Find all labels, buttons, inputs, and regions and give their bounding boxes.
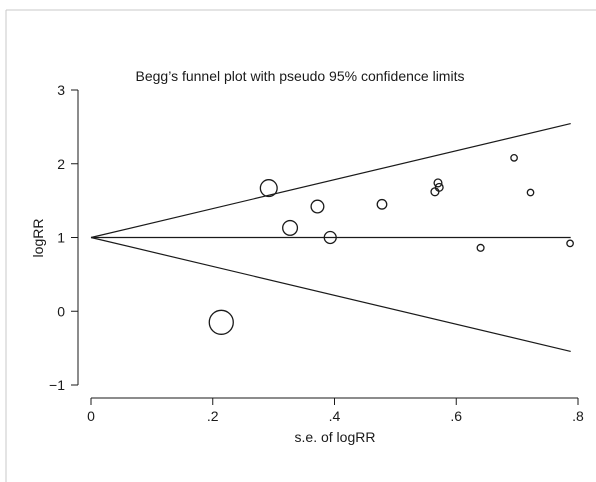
study-points bbox=[208, 154, 574, 335]
y-tick-label: −1 bbox=[49, 377, 65, 393]
x-tick-label: .6 bbox=[450, 408, 462, 424]
study-point bbox=[526, 188, 535, 197]
y-tick-label: 2 bbox=[57, 156, 65, 172]
study-point bbox=[566, 239, 574, 248]
x-tick-label: .4 bbox=[329, 408, 341, 424]
y-tick-label: 3 bbox=[57, 82, 65, 98]
y-axis-label: logRR bbox=[30, 219, 46, 258]
study-point bbox=[208, 309, 234, 335]
confidence-lines bbox=[90, 123, 571, 352]
upper-confidence-limit-line bbox=[90, 123, 571, 239]
chart-title: Begg’s funnel plot with pseudo 95% confi… bbox=[136, 68, 465, 84]
y-tick-label: 0 bbox=[57, 303, 65, 319]
y-tick-label: 1 bbox=[57, 230, 65, 246]
lower-confidence-limit-line bbox=[90, 236, 571, 352]
x-tick-label: 0 bbox=[87, 408, 95, 424]
study-point bbox=[434, 182, 444, 192]
study-point bbox=[323, 230, 337, 245]
study-point bbox=[310, 199, 325, 214]
study-point bbox=[510, 154, 518, 162]
study-point bbox=[376, 198, 388, 210]
x-tick-label: .8 bbox=[572, 408, 584, 424]
study-point bbox=[259, 179, 278, 198]
study-point bbox=[430, 187, 440, 197]
study-point bbox=[433, 178, 443, 188]
x-axis-label: s.e. of logRR bbox=[295, 429, 376, 445]
axes bbox=[77, 90, 578, 399]
axis-ticks: −1 0 1 2 3 0 .2 .4 .6 .8 bbox=[49, 82, 584, 424]
study-point bbox=[282, 219, 299, 236]
study-point bbox=[476, 243, 485, 252]
x-tick-label: .2 bbox=[207, 408, 219, 424]
